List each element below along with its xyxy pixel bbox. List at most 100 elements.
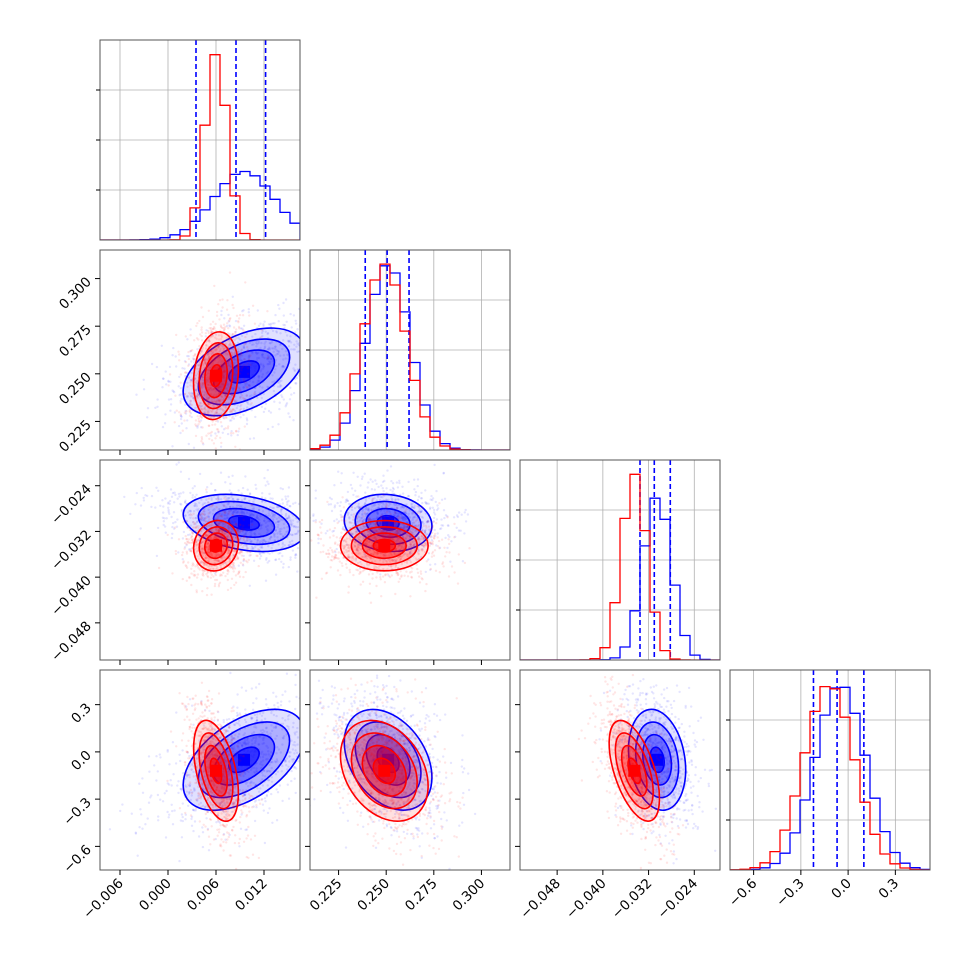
sample-point [242,533,246,536]
sample-point [234,332,237,336]
sample-point [241,310,244,313]
sample-point [227,496,230,500]
sample-point [255,515,259,518]
sample-point [256,342,259,346]
sample-point [312,513,315,516]
sample-point [289,520,293,524]
sample-point [261,551,264,555]
sample-point [355,547,359,551]
sample-point [233,544,236,547]
sample-point [404,516,407,520]
sample-point [369,557,372,560]
sample-point [268,346,271,349]
sample-point [396,486,400,489]
sample-point [201,376,204,379]
sample-point [311,376,313,378]
sample-point [412,543,416,546]
sample-point [211,327,215,331]
sample-point [371,480,374,483]
sample-point [291,519,295,522]
sample-point [381,502,384,505]
sample-point [197,360,200,363]
sample-point [321,507,323,509]
sample-point [314,497,317,500]
sample-point [330,555,334,558]
sample-point [341,515,345,518]
sample-point [306,358,308,360]
sample-point [307,537,309,539]
sample-point [334,551,337,554]
sample-point [348,516,351,519]
sample-point [371,500,374,503]
sample-point [201,544,204,547]
sample-point [229,365,233,368]
sample-point [238,551,241,554]
sample-point [195,589,198,592]
sample-point [410,570,413,573]
sample-point [191,365,194,368]
sample-point [420,535,423,538]
sample-point [259,540,262,543]
sample-point [330,549,334,552]
sample-point [340,562,343,565]
sample-point [142,496,145,500]
sample-point [237,526,240,529]
sample-point [314,370,316,372]
sample-point [210,553,213,556]
sample-point [409,536,412,539]
sample-point [214,333,218,336]
sample-point [226,572,229,576]
sample-point [232,417,236,420]
sample-point [240,352,243,355]
sample-point [212,387,215,391]
sample-point [379,555,382,558]
sample-point [385,503,389,506]
sample-point [443,497,447,500]
sample-point [226,524,230,528]
sample-point [202,411,205,414]
sample-point [284,514,287,518]
sample-point [273,532,276,536]
sample-point [350,487,354,490]
sample-point [373,553,376,557]
sample-point [231,386,234,389]
sample-point [167,501,170,504]
sample-point [231,334,234,337]
sample-point [351,525,355,528]
sample-point [357,547,360,550]
sample-point [222,374,226,378]
sample-point [269,505,272,509]
sample-point [200,326,203,329]
sample-point [190,379,193,382]
sample-point [228,558,231,561]
sample-point [267,356,270,359]
sample-point [181,577,184,581]
sample-point [221,298,224,301]
sample-point [257,356,261,360]
sample-point [210,400,214,403]
sample-point [371,518,375,521]
sample-point [358,572,361,576]
sample-point [446,546,449,550]
sample-point [369,532,372,536]
sample-point [197,338,200,341]
sample-point [244,496,247,499]
sample-point [357,520,360,523]
sample-point [253,322,257,325]
sample-point [296,570,299,573]
sample-point [413,478,416,481]
sample-point [342,322,344,324]
sample-point [411,506,414,509]
sample-point [452,516,456,519]
sample-point [237,528,240,531]
sample-point [204,534,207,537]
sample-point [271,543,274,546]
sample-point [345,548,348,552]
sample-point [234,523,238,526]
sample-point [139,527,142,530]
sample-point [391,524,395,528]
sample-point [405,553,408,556]
sample-point [390,574,393,577]
sample-point [415,524,418,527]
sample-point [249,513,253,516]
